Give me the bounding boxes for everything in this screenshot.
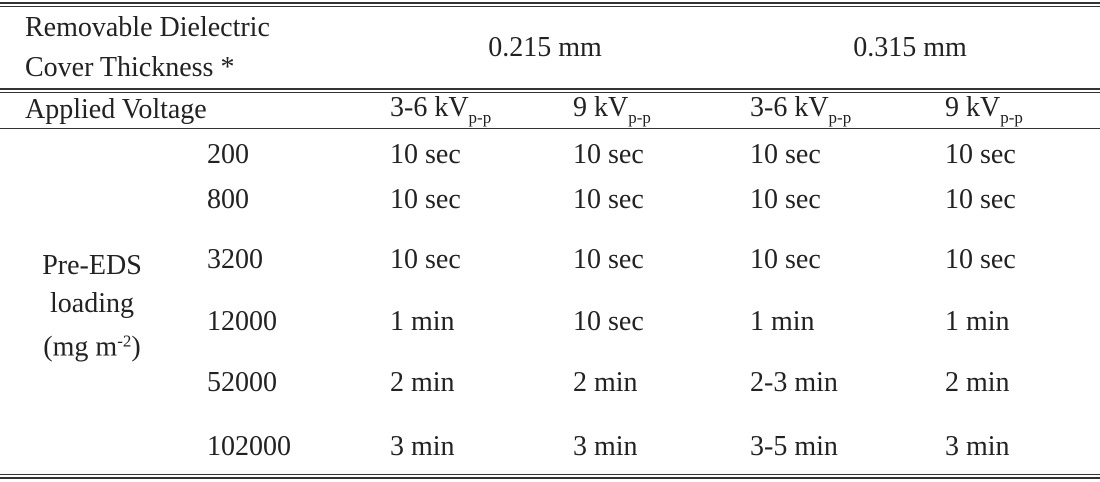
group-label: Pre-EDS (42, 250, 142, 281)
cell: 10 sec (390, 139, 461, 170)
group-unit: (mg m-2) (43, 333, 140, 362)
cell: 3 min (573, 431, 638, 462)
cell: 3-5 min (750, 431, 838, 462)
voltage-header: 3-6 kVp-p (750, 92, 852, 127)
voltage-header: 9 kVp-p (945, 92, 1023, 127)
cell: 10 sec (750, 184, 821, 215)
voltage-base: 3-6 kV (390, 92, 469, 123)
voltage-base: 3-6 kV (750, 92, 829, 123)
loading-value: 102000 (207, 431, 291, 462)
voltage-base: 9 kV (945, 92, 1001, 123)
loading-value: 3200 (207, 244, 263, 275)
thickness-header: 0.215 mm (488, 32, 602, 63)
rule (0, 2, 1100, 4)
voltage-sub: p-p (468, 108, 492, 127)
cell: 10 sec (750, 244, 821, 275)
cell: 1 min (390, 306, 455, 337)
cell: 10 sec (945, 184, 1016, 215)
rule (0, 128, 1100, 129)
cell: 1 min (945, 306, 1010, 337)
cell: 10 sec (573, 306, 644, 337)
voltage-sub: p-p (1000, 108, 1023, 127)
cell: 3 min (390, 431, 455, 462)
cell: 2 min (945, 367, 1010, 398)
cell: 2 min (573, 367, 638, 398)
cell: 10 sec (573, 184, 644, 215)
cell: 10 sec (945, 139, 1016, 170)
cell: 1 min (750, 306, 815, 337)
voltage-header: 9 kVp-p (573, 92, 651, 127)
rule (0, 92, 1100, 93)
cell: 2-3 min (750, 367, 838, 398)
unit-sup: -2 (117, 331, 132, 351)
cell: 10 sec (573, 139, 644, 170)
thickness-header: 0.315 mm (853, 32, 967, 63)
header-label: Cover Thickness * (25, 52, 235, 83)
cell: 10 sec (750, 139, 821, 170)
rule (0, 474, 1100, 475)
header-label: Removable Dielectric (25, 12, 270, 43)
voltage-label: Applied Voltage (25, 94, 207, 125)
unit-text: (mg m (43, 331, 118, 363)
cell: 10 sec (573, 244, 644, 275)
unit-after: ) (131, 331, 141, 363)
loading-value: 800 (207, 184, 249, 215)
cell: 10 sec (390, 244, 461, 275)
voltage-base: 9 kV (573, 92, 629, 123)
rule (0, 6, 1100, 7)
voltage-sub: p-p (828, 108, 852, 127)
group-label: loading (50, 288, 134, 319)
cell: 3 min (945, 431, 1010, 462)
cell: 10 sec (945, 244, 1016, 275)
voltage-header: 3-6 kVp-p (390, 92, 492, 127)
cell: 10 sec (390, 184, 461, 215)
rule (0, 88, 1100, 90)
loading-value: 52000 (207, 367, 277, 398)
loading-value: 12000 (207, 306, 277, 337)
loading-value: 200 (207, 139, 249, 170)
cell: 2 min (390, 367, 455, 398)
voltage-sub: p-p (628, 108, 651, 127)
rule (0, 477, 1100, 479)
